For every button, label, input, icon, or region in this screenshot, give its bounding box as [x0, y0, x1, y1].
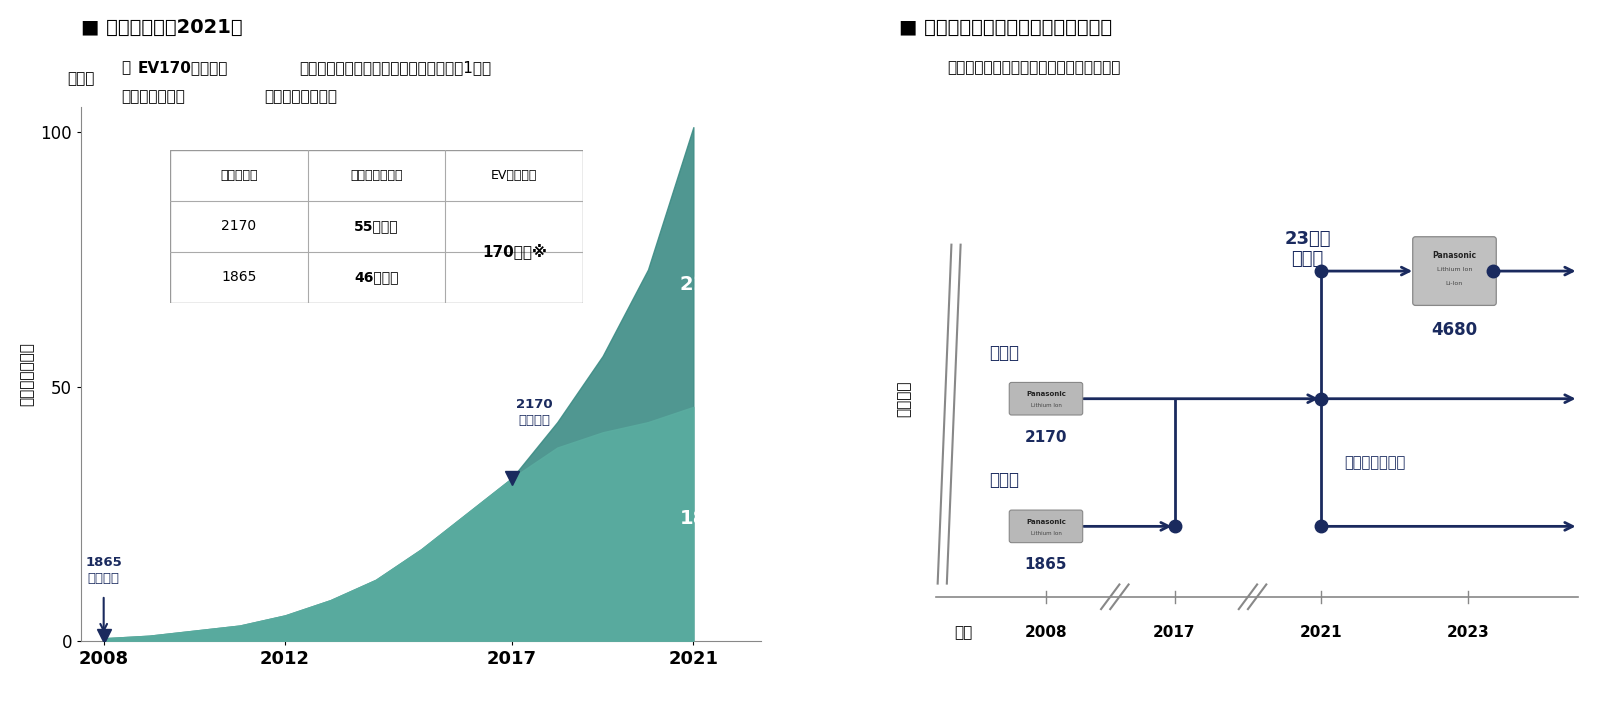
- Text: Panasonic: Panasonic: [1025, 519, 1066, 525]
- Text: 1865: 1865: [680, 509, 734, 528]
- Text: 2170: 2170: [1025, 429, 1068, 444]
- Text: Panasonic: Panasonic: [1025, 392, 1066, 397]
- Text: 46億セル: 46億セル: [355, 270, 399, 284]
- FancyBboxPatch shape: [1009, 382, 1082, 415]
- Text: 重大問題発生なし: 重大問題発生なし: [264, 89, 337, 104]
- Text: Panasonic: Panasonic: [1432, 251, 1476, 260]
- Text: 2170: 2170: [222, 219, 256, 233]
- Text: 億セル: 億セル: [68, 71, 94, 86]
- Text: ・: ・: [122, 61, 131, 75]
- Text: ・先端技術開発の先駆者として進化を牽引: ・先端技術開発の先駆者として進化を牽引: [948, 61, 1121, 75]
- Text: 1865
量産開始: 1865 量産開始: [86, 556, 122, 585]
- Text: EV170万台相当: EV170万台相当: [138, 61, 228, 75]
- Text: 年度: 年度: [954, 625, 972, 640]
- Text: Lithium Ion: Lithium Ion: [1030, 531, 1061, 536]
- Text: セルサイズ: セルサイズ: [220, 169, 258, 182]
- Text: 2008: 2008: [1025, 625, 1068, 640]
- Text: 4680: 4680: [1432, 321, 1477, 339]
- Text: Lithium Ion: Lithium Ion: [1030, 403, 1061, 408]
- Text: の円筒形電池を市場に供給（北米シェア1位）: の円筒形電池を市場に供給（北米シェア1位）: [300, 61, 492, 75]
- Text: 2170: 2170: [680, 276, 734, 294]
- Text: 55億セル: 55億セル: [355, 219, 399, 233]
- Text: 2021: 2021: [1301, 625, 1343, 640]
- Text: 電池容量: 電池容量: [896, 380, 910, 417]
- Text: 2023: 2023: [1447, 625, 1490, 640]
- Text: 世界初: 世界初: [990, 344, 1019, 362]
- Text: ・リコール等の: ・リコール等の: [122, 89, 185, 104]
- Y-axis label: セル累計生産数: セル累計生産数: [19, 342, 34, 406]
- Text: 23年度
事業化: 23年度 事業化: [1285, 230, 1332, 268]
- Text: ■ 出荷実績（～2021）: ■ 出荷実績（～2021）: [81, 18, 243, 37]
- Text: EV台数換算: EV台数換算: [491, 169, 538, 182]
- Text: 世界初: 世界初: [990, 471, 1019, 489]
- Text: 1865: 1865: [222, 270, 256, 284]
- Text: 2017: 2017: [1153, 625, 1196, 640]
- Text: Lithium Ion: Lithium Ion: [1437, 267, 1473, 272]
- Text: ■ 車載リチウムイオン電池技術の進化: ■ 車載リチウムイオン電池技術の進化: [899, 18, 1113, 37]
- Text: 1865: 1865: [1025, 557, 1068, 572]
- FancyBboxPatch shape: [1413, 237, 1497, 305]
- Text: 2170
量産開始: 2170 量産開始: [517, 398, 552, 427]
- Text: 累計出荷セル数: 累計出荷セル数: [350, 169, 403, 182]
- Text: 170万台※: 170万台※: [481, 244, 548, 259]
- Text: Li-Ion: Li-Ion: [1447, 281, 1463, 286]
- Text: 材料技術の進化: 材料技術の進化: [1345, 455, 1406, 470]
- FancyBboxPatch shape: [1009, 510, 1082, 543]
